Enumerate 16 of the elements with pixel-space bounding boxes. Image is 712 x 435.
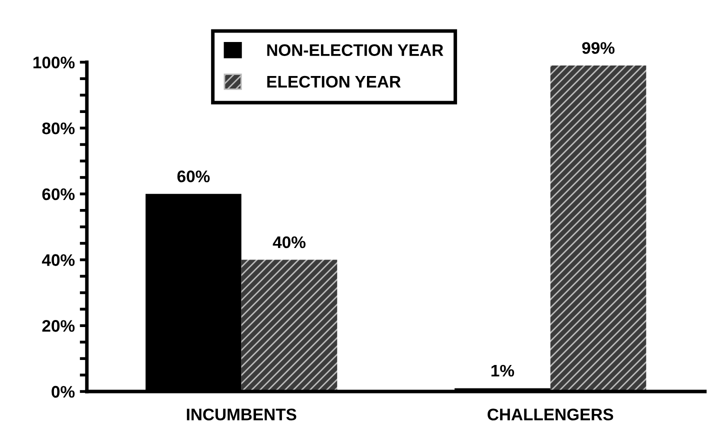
data-label: 40% <box>272 236 306 248</box>
y-tick-label: 40% <box>42 254 75 266</box>
legend-label: NON-ELECTION YEAR <box>267 44 444 56</box>
y-tick-label: 80% <box>42 122 75 134</box>
x-tick-label: CHALLENGERS <box>488 408 614 420</box>
x-tick-label: INCUMBENTS <box>186 408 296 420</box>
data-label: 99% <box>582 42 615 54</box>
data-label: 60% <box>177 170 210 182</box>
bar <box>550 66 646 392</box>
y-tick-label: 60% <box>42 188 75 200</box>
y-tick-label: 0% <box>52 386 75 398</box>
data-label: 1% <box>491 364 514 377</box>
legend-label: ELECTION YEAR <box>267 76 401 88</box>
y-tick-label: 20% <box>42 320 75 332</box>
bar <box>241 260 338 392</box>
y-tick-label: 100% <box>33 56 75 68</box>
